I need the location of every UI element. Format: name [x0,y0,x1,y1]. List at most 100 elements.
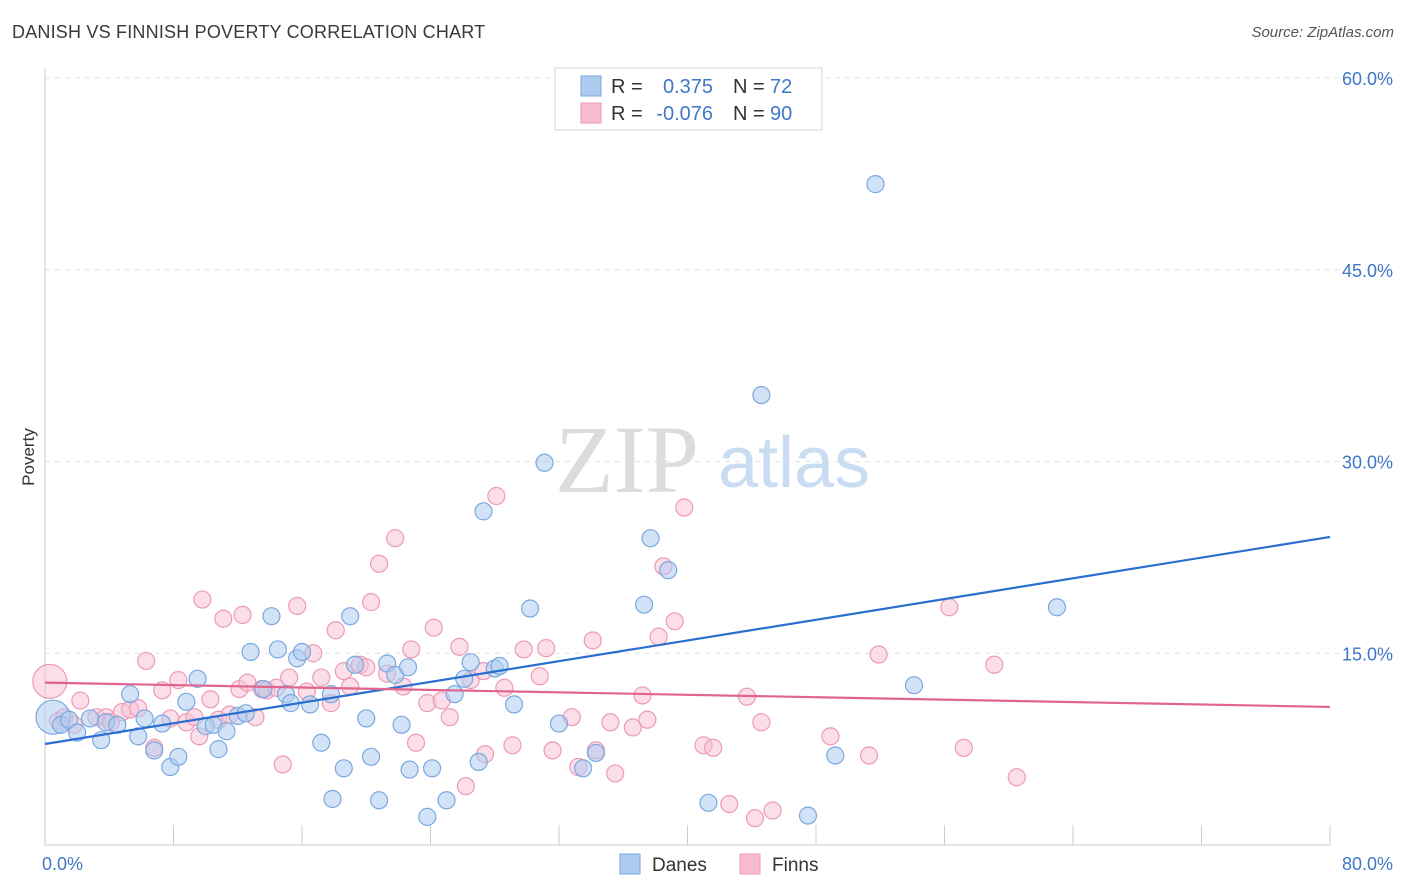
danes-point [370,791,389,810]
finns-point [583,631,602,650]
finns-point [361,593,381,612]
legend-r-value-danes: 0.375 [663,76,713,98]
legend-r-label-danes: R = [611,76,643,98]
y-tick-label: 15.0% [1342,644,1393,664]
finns-point [537,639,556,658]
danes-point [904,676,924,695]
finns-point [326,621,345,640]
finns-point [406,733,426,752]
finns-point [402,640,421,659]
danes-point [169,747,188,766]
finns-point [32,663,68,699]
danes-point [866,175,885,194]
bottom-legend: Danes Finns [619,853,818,876]
finns-point [752,713,771,732]
finns-point [606,764,625,783]
finns-point [386,529,405,548]
finns-point [456,777,475,796]
danes-point [300,695,320,714]
danes-point [262,607,281,626]
danes-point [798,806,818,825]
legend-n-label-danes: N = [733,76,765,98]
finns-point [137,651,156,671]
finns-point [487,486,506,506]
danes-point [535,453,554,472]
trend-lines [44,535,1331,746]
finns-point [675,498,694,517]
danes-point [188,669,207,688]
danes-point [68,723,87,742]
finns-point [763,801,782,820]
finns-points [32,486,1026,828]
source-label: Source: ZipAtlas.com [1251,24,1394,41]
danes-point [504,695,524,714]
finns-point [745,809,765,828]
finns-point [233,605,252,625]
finns-point [623,718,642,737]
finns-point [704,738,723,757]
x-tick-label: 0.0% [42,854,83,874]
legend-r-label-finns: R = [611,103,643,125]
danes-point [145,741,164,760]
y-tick-label: 30.0% [1342,453,1393,473]
finns-point [280,668,299,687]
danes-point [254,679,273,699]
danes-point [586,743,606,763]
y-axis-title: Poverty [19,428,38,486]
danes-point [699,793,718,812]
danes-point [268,640,288,659]
danes-point [292,642,312,662]
finns-point [450,637,469,656]
danes-point [469,752,488,772]
legend-n-label-finns: N = [733,103,765,125]
danes-point [334,759,353,778]
finns-point [341,677,360,696]
grid-layer [45,77,1395,654]
finns-point [288,596,307,616]
watermark-zip: ZIP [555,406,699,513]
danes-point [423,759,442,778]
finns-point [495,678,514,697]
watermark: ZIP atlas [555,406,870,513]
danes-point [121,685,140,704]
danes-point [323,789,342,809]
danes-point [345,655,365,674]
danes-point [1047,598,1067,617]
danes-point [418,807,437,826]
finns-point [370,554,389,573]
finns-trend-line [44,681,1331,709]
danes-point [573,759,593,778]
finns-point [859,746,879,765]
danes-point [312,733,331,752]
finns-point [720,794,739,814]
bottom-legend-swatch-danes [619,853,641,875]
finns-point [312,668,331,687]
danes-point [520,599,540,618]
finns-point [601,713,620,732]
danes-point [59,710,79,729]
danes-point [455,669,474,688]
finns-point [869,645,888,664]
finns-point [424,618,443,637]
danes-point [445,685,464,704]
legend-n-value-danes: 72 [770,76,792,98]
danes-points [35,175,1067,826]
danes-point [129,727,148,746]
finns-point [633,686,652,705]
chart-title: DANISH VS FINNISH POVERTY CORRELATION CH… [12,22,486,42]
danes-point [177,692,196,711]
danes-point [398,658,418,677]
bottom-legend-label-finns: Finns [772,855,818,876]
finns-point [543,741,562,760]
finns-point [514,640,533,659]
danes-point [400,760,419,779]
finns-point [638,710,657,729]
finns-point [201,690,220,709]
danes-point [80,709,100,728]
finns-point [530,667,549,686]
danes-point [752,385,771,405]
danes-point [341,607,360,626]
finns-point [1007,768,1026,787]
danes-point [357,709,376,728]
